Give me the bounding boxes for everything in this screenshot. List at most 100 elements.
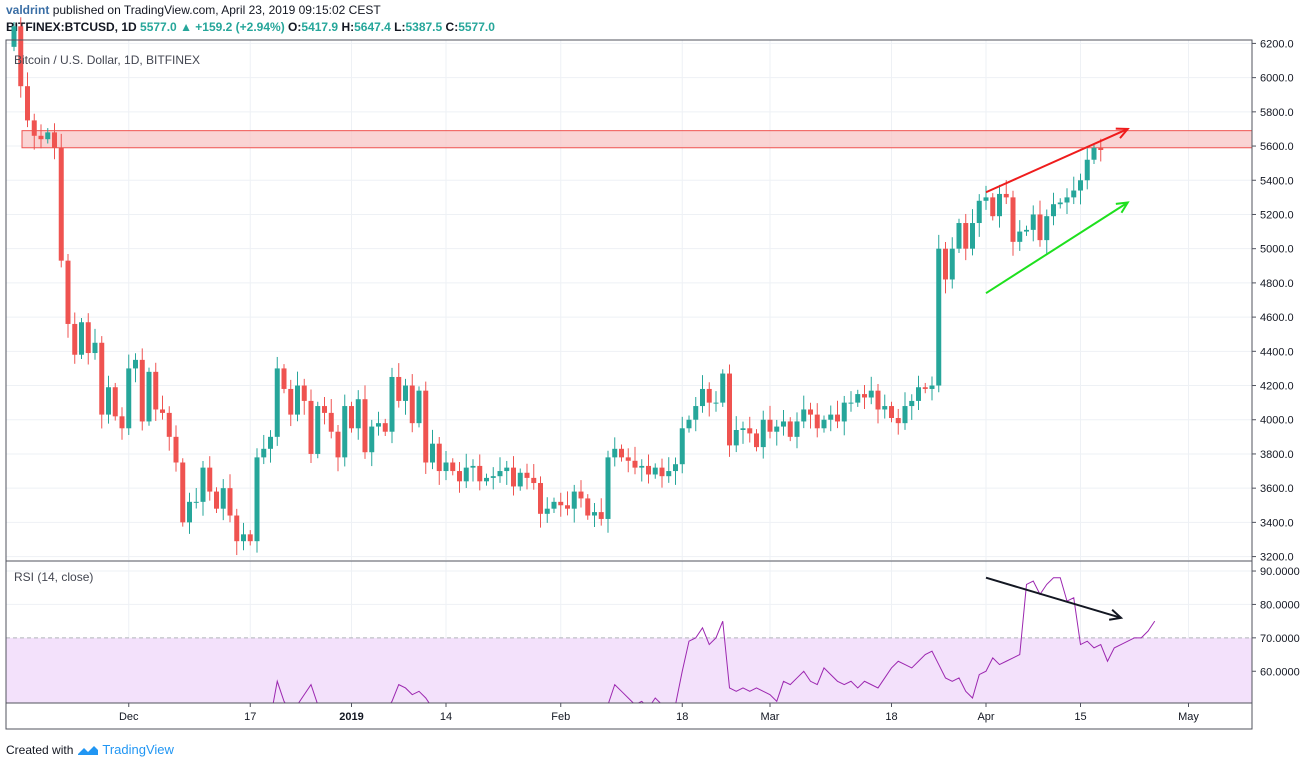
time-tick-label: 18	[885, 711, 897, 723]
rsi-series	[272, 577, 1156, 703]
candle-body	[463, 467, 469, 482]
candle-body	[274, 368, 280, 437]
outer-frame	[5, 39, 1253, 730]
candle-body	[328, 412, 334, 432]
candle-body	[187, 501, 192, 523]
time-axis[interactable]: Dec 17 2019 14 Feb 18 Mar 18 Apr 15 May	[119, 703, 1199, 723]
candle-body	[376, 423, 381, 427]
candle-body	[531, 477, 537, 484]
high-value: 5647.4	[354, 20, 391, 34]
candle-body	[504, 467, 510, 472]
candle-body	[342, 406, 348, 458]
candle-body	[693, 406, 699, 420]
time-tick-label: Feb	[551, 711, 570, 723]
candle-body	[335, 431, 341, 458]
candle-body	[787, 421, 793, 437]
author-name[interactable]: valdrint	[6, 3, 50, 17]
candle-body	[801, 409, 807, 422]
price-tick-label: 4400.0	[1260, 346, 1294, 358]
candle-body	[1064, 197, 1070, 203]
candle-body	[855, 394, 861, 403]
rsi-label: RSI (14, close)	[14, 570, 93, 584]
candle-body	[1071, 190, 1077, 198]
candle-body	[511, 467, 516, 487]
candle-body	[25, 86, 30, 121]
time-tick-label: 14	[440, 711, 452, 723]
candle-body	[1084, 159, 1090, 181]
candle-body	[916, 387, 921, 401]
open-label: O:	[288, 20, 302, 34]
price-tick-label: 6200.0	[1260, 38, 1294, 50]
candle-body	[173, 436, 179, 463]
candle-body	[254, 457, 260, 542]
candle-body	[821, 419, 827, 429]
candle-body	[261, 448, 267, 458]
candle-body	[706, 388, 712, 403]
candle-body	[990, 197, 996, 217]
candle-body	[1091, 147, 1097, 160]
candle-body	[227, 488, 233, 516]
candle-body	[207, 467, 213, 492]
candle-body	[200, 467, 206, 502]
candle-body	[571, 491, 577, 509]
candle-body	[409, 385, 415, 424]
candle-body	[288, 388, 294, 415]
candle-body	[180, 462, 186, 523]
time-tick-label: 15	[1074, 711, 1086, 723]
tradingview-brand[interactable]: TradingView	[102, 742, 174, 757]
price-tick-label: 6000.0	[1260, 73, 1294, 85]
candle-body	[646, 465, 651, 475]
candle-body	[146, 371, 152, 422]
candle-body	[322, 406, 327, 413]
candle-body	[382, 423, 388, 432]
price-tick-label: 3400.0	[1260, 517, 1294, 529]
candle-body	[700, 388, 705, 407]
candles	[11, 17, 1104, 556]
rsi-tick-label: 60.0000	[1260, 666, 1300, 678]
price-change: +159.2 (+2.94%)	[195, 20, 285, 34]
price-tick-label: 5400.0	[1260, 175, 1294, 187]
candle-body	[828, 414, 834, 420]
chart-area[interactable]: Bitcoin / U.S. Dollar, 1D, BITFINEX RSI …	[0, 0, 1316, 742]
candle-body	[220, 488, 226, 509]
candle-body	[619, 448, 624, 458]
candle-body	[936, 248, 942, 386]
candle-body	[963, 223, 969, 249]
candle-body	[18, 26, 24, 87]
up-arrow-icon: ▲	[180, 20, 192, 34]
grid	[6, 40, 1252, 703]
rsi-axis[interactable]: 60.0000 70.0000 80.0000 90.0000	[1252, 566, 1300, 678]
rsi-tick-label: 80.0000	[1260, 599, 1300, 611]
candle-body	[889, 406, 894, 419]
price-tick-label: 3200.0	[1260, 552, 1294, 564]
candle-body	[538, 483, 543, 514]
candle-body	[31, 120, 37, 136]
candle-body	[295, 385, 300, 415]
price-axis[interactable]: 3200.0 3400.0 3600.0 3800.0 4000.0 4200.0 4400…	[1252, 38, 1294, 564]
candle-body	[1010, 197, 1016, 242]
candle-body	[193, 501, 199, 503]
candle-body	[160, 409, 165, 413]
publish-info: valdrint published on TradingView.com, A…	[6, 3, 381, 17]
chart-frame	[5, 39, 1253, 730]
last-price: 5577.0	[140, 20, 177, 34]
close-value: 5577.0	[458, 20, 495, 34]
candle-body	[1003, 193, 1009, 198]
candle-body	[443, 462, 449, 472]
candle-body	[659, 467, 665, 477]
candle-body	[1051, 204, 1056, 217]
candle-body	[430, 443, 435, 463]
time-tick-label: Apr	[977, 711, 994, 723]
open-value: 5417.9	[301, 20, 339, 34]
price-tick-label: 3600.0	[1260, 483, 1294, 495]
candle-body	[166, 412, 172, 437]
candle-body	[848, 402, 854, 404]
candle-body	[632, 460, 638, 468]
candle-body	[760, 419, 766, 448]
time-tick-label: 17	[244, 711, 256, 723]
time-tick-label: Dec	[119, 711, 139, 723]
candle-body	[396, 376, 402, 401]
candle-body	[119, 416, 125, 429]
candle-body	[11, 26, 17, 47]
candle-body	[457, 471, 462, 482]
